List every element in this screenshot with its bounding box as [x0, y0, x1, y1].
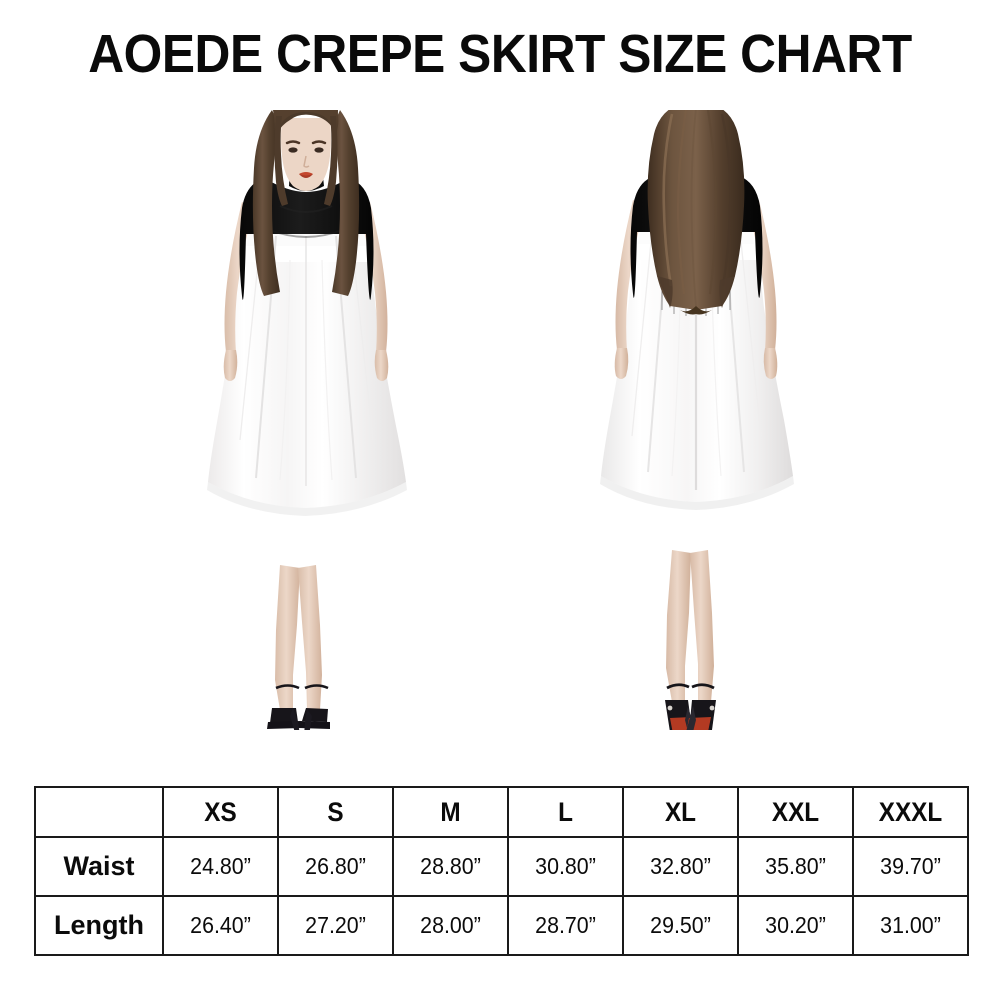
waist-xxxl-value: 39.70”: [880, 853, 941, 879]
length-m: 28.00”: [392, 895, 509, 956]
front-skirt: [207, 230, 407, 516]
column-header-xs: XS: [167, 786, 274, 838]
column-header-l: L: [512, 786, 619, 838]
length-xs: 26.40”: [162, 895, 279, 956]
column-header-xxxl: XXXL: [857, 786, 964, 838]
waist-xl: 32.80”: [622, 836, 739, 897]
size-chart-table: XS S M L XL XXL XXXL Waist 24.80” 26.80”…: [34, 786, 969, 956]
length-xxxl: 31.00”: [852, 895, 969, 956]
table-row: Length 26.40” 27.20” 28.00” 28.70” 29.50…: [34, 895, 969, 956]
waist-s: 26.80”: [277, 836, 394, 897]
waist-xl-value: 32.80”: [650, 853, 711, 879]
front-face: [273, 110, 339, 206]
column-header-xxl: XXL: [742, 786, 849, 838]
length-xxxl-value: 31.00”: [880, 912, 941, 938]
waist-xxl: 35.80”: [737, 836, 854, 897]
table-header-row: XS S M L XL XXL XXXL: [35, 786, 968, 838]
row-label-waist: Waist: [34, 836, 164, 897]
length-xs-value: 26.40”: [190, 912, 251, 938]
page-title: AOEDE CREPE SKIRT SIZE CHART: [88, 24, 912, 84]
length-l-value: 28.70”: [535, 912, 596, 938]
waist-l-value: 30.80”: [535, 853, 596, 879]
length-l: 28.70”: [507, 895, 624, 956]
back-view-model: [520, 110, 880, 730]
length-m-value: 28.00”: [420, 912, 481, 938]
length-xl-value: 29.50”: [650, 912, 711, 938]
waist-s-value: 26.80”: [305, 853, 366, 879]
model-images-area: [0, 110, 1000, 730]
table-row: Waist 24.80” 26.80” 28.80” 30.80” 32.80”…: [34, 836, 969, 897]
waist-xs: 24.80”: [162, 836, 279, 897]
length-xl: 29.50”: [622, 895, 739, 956]
front-view-illustration: [207, 110, 407, 730]
row-label-length: Length: [34, 895, 164, 956]
back-hair: [647, 110, 745, 315]
column-header-m: M: [397, 786, 504, 838]
table-corner-cell: [40, 786, 158, 838]
length-xxl: 30.20”: [737, 895, 854, 956]
back-view-illustration: [600, 110, 794, 730]
waist-xxxl: 39.70”: [852, 836, 969, 897]
back-shoes: [665, 683, 716, 730]
waist-l: 30.80”: [507, 836, 624, 897]
waist-xs-value: 24.80”: [190, 853, 251, 879]
size-chart-table-container: XS S M L XL XXL XXXL Waist 24.80” 26.80”…: [34, 786, 969, 956]
column-header-xl: XL: [627, 786, 734, 838]
length-s: 27.20”: [277, 895, 394, 956]
front-view-model: [130, 110, 490, 730]
waist-m-value: 28.80”: [420, 853, 481, 879]
waist-m: 28.80”: [392, 836, 509, 897]
column-header-s: S: [282, 786, 389, 838]
length-s-value: 27.20”: [305, 912, 366, 938]
length-xxl-value: 30.20”: [765, 912, 826, 938]
front-shoes: [267, 684, 330, 730]
waist-xxl-value: 35.80”: [765, 853, 826, 879]
